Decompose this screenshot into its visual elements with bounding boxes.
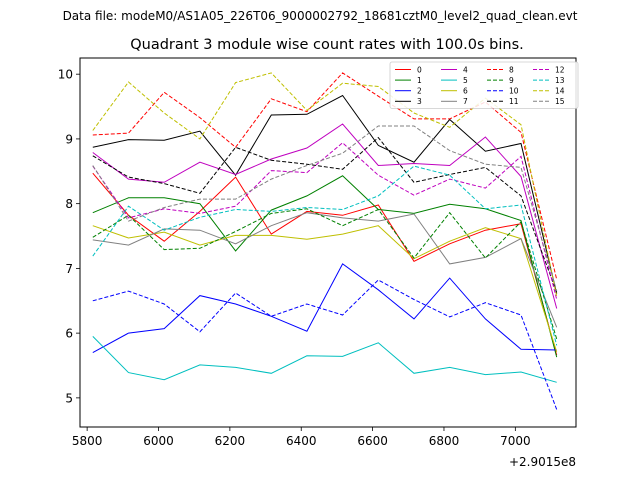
y-tick-label: 7 <box>65 262 73 276</box>
series-line-14 <box>92 72 558 297</box>
series-line-11 <box>92 136 558 293</box>
x-tick-label: 5800 <box>72 434 103 448</box>
series-line-4 <box>92 123 558 309</box>
series-line-9 <box>92 208 558 340</box>
series-line-1 <box>92 175 558 358</box>
series-line-6 <box>92 225 558 353</box>
legend-label: 9 <box>509 76 514 85</box>
x-tick-label: 6600 <box>357 434 388 448</box>
y-tick-label: 5 <box>65 391 73 405</box>
legend-label: 10 <box>509 87 519 96</box>
series-line-10 <box>92 279 558 410</box>
legend-label: 12 <box>555 65 565 74</box>
series-line-3 <box>92 94 558 294</box>
y-tick-label: 9 <box>65 132 73 146</box>
plot-frame <box>79 57 577 428</box>
legend-label: 5 <box>463 76 468 85</box>
series-lines <box>92 72 558 410</box>
legend-label: 3 <box>417 97 422 106</box>
x-tick-label: 7000 <box>500 434 531 448</box>
series-line-0 <box>92 172 558 356</box>
series-line-13 <box>92 165 558 346</box>
legend-label: 6 <box>463 87 468 96</box>
legend-label: 11 <box>509 97 519 106</box>
legend-label: 7 <box>463 97 468 106</box>
series-line-8 <box>92 72 558 280</box>
series-line-2 <box>92 263 557 354</box>
legend-label: 2 <box>417 87 422 96</box>
series-line-5 <box>92 336 557 383</box>
legend-label: 1 <box>417 76 422 85</box>
x-tick-label: 6400 <box>286 434 317 448</box>
legend-label: 15 <box>555 97 565 106</box>
legend-label: 0 <box>417 65 422 74</box>
legend-label: 8 <box>509 65 514 74</box>
x-tick-label: 6000 <box>143 434 174 448</box>
x-tick-label: 6800 <box>429 434 460 448</box>
y-tick-label: 10 <box>58 68 73 82</box>
y-tick-label: 6 <box>65 327 73 341</box>
legend-label: 14 <box>555 87 565 96</box>
legend-frame <box>389 61 579 109</box>
series-line-12 <box>92 142 558 300</box>
chart-title: Quadrant 3 module wise count rates with … <box>130 37 524 53</box>
legend-label: 4 <box>463 65 468 74</box>
legend-label: 13 <box>555 76 565 85</box>
y-tick-label: 8 <box>65 197 73 211</box>
chart-suptitle: Data file: modeM0/AS1A05_226T06_90000027… <box>63 9 578 23</box>
series-line-7 <box>92 212 558 328</box>
series-line-15 <box>92 125 558 292</box>
x-offset-label: +2.9015e8 <box>509 455 576 469</box>
x-tick-label: 6200 <box>215 434 246 448</box>
